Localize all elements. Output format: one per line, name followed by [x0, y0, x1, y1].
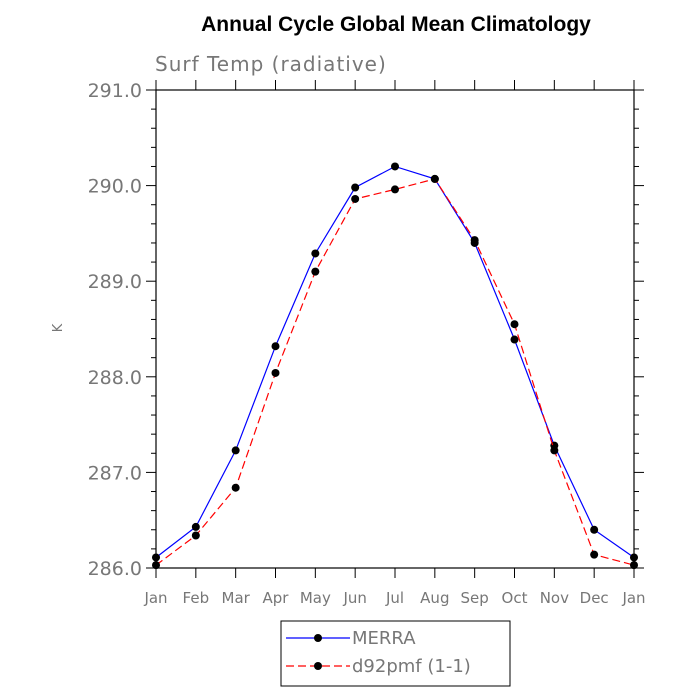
legend-swatch-marker [314, 634, 322, 642]
x-tick-label: Apr [263, 589, 290, 607]
x-tick-label: Nov [540, 589, 569, 607]
x-tick-label: Aug [420, 589, 449, 607]
data-point [391, 162, 399, 171]
data-point [152, 553, 160, 562]
chart-title: Annual Cycle Global Mean Climatology [201, 13, 591, 36]
x-tick-label: Feb [183, 589, 210, 607]
data-point [590, 550, 599, 559]
x-tick-label: May [300, 589, 331, 607]
data-point [470, 236, 479, 245]
data-point [630, 561, 638, 570]
data-point [510, 320, 519, 329]
y-tick-label: 290.0 [88, 176, 142, 198]
y-tick-label: 291.0 [88, 80, 142, 102]
data-point [271, 342, 280, 351]
data-point [311, 267, 320, 276]
legend: MERRA d92pmf (1-1) [280, 620, 511, 687]
data-point [391, 185, 399, 194]
chart-subtitle: Surf Temp (radiative) [155, 52, 387, 76]
y-axis-label: K [51, 323, 66, 332]
y-tick-labels: 286.0 287.0 288.0 289.0 290.0 291.0 [88, 80, 142, 580]
x-tick-label: Sep [461, 589, 489, 607]
x-tick-label: Jan [621, 589, 645, 607]
data-point [231, 446, 240, 455]
data-point [152, 561, 160, 570]
data-point [630, 553, 638, 562]
data-point [351, 183, 360, 192]
y-tick-label: 288.0 [88, 367, 142, 389]
legend-swatch-marker [314, 662, 322, 670]
series-layer [152, 162, 638, 570]
data-point [311, 249, 320, 258]
axis-ticks [146, 80, 644, 578]
data-point [550, 446, 559, 455]
legend-box [280, 620, 511, 687]
x-tick-label: Jun [342, 589, 366, 607]
x-tick-label: Jan [143, 589, 167, 607]
data-point [231, 483, 240, 492]
legend-label: d92pmf (1-1) [352, 656, 471, 677]
series-1 [152, 162, 638, 562]
series-line [155, 178, 635, 566]
x-tick-label: Oct [502, 589, 528, 607]
plot-frame [155, 89, 635, 569]
x-tick-labels: Jan Feb Mar Apr May Jun Jul Aug Sep Oct Nov Dec Jan [143, 589, 645, 607]
data-point [351, 194, 360, 203]
legend-label: MERRA [352, 628, 416, 649]
data-point [271, 368, 280, 377]
series-2 [152, 174, 638, 570]
x-tick-label: Jul [385, 589, 404, 607]
data-point [191, 531, 200, 540]
data-point [510, 335, 519, 344]
series-line [155, 165, 635, 558]
y-tick-label: 289.0 [88, 271, 142, 293]
y-tick-label: 286.0 [88, 558, 142, 580]
data-point [430, 174, 439, 183]
x-tick-label: Dec [580, 589, 609, 607]
data-point [191, 522, 200, 531]
y-tick-label: 287.0 [88, 462, 142, 484]
x-tick-label: Mar [222, 589, 251, 607]
data-point [590, 525, 599, 534]
